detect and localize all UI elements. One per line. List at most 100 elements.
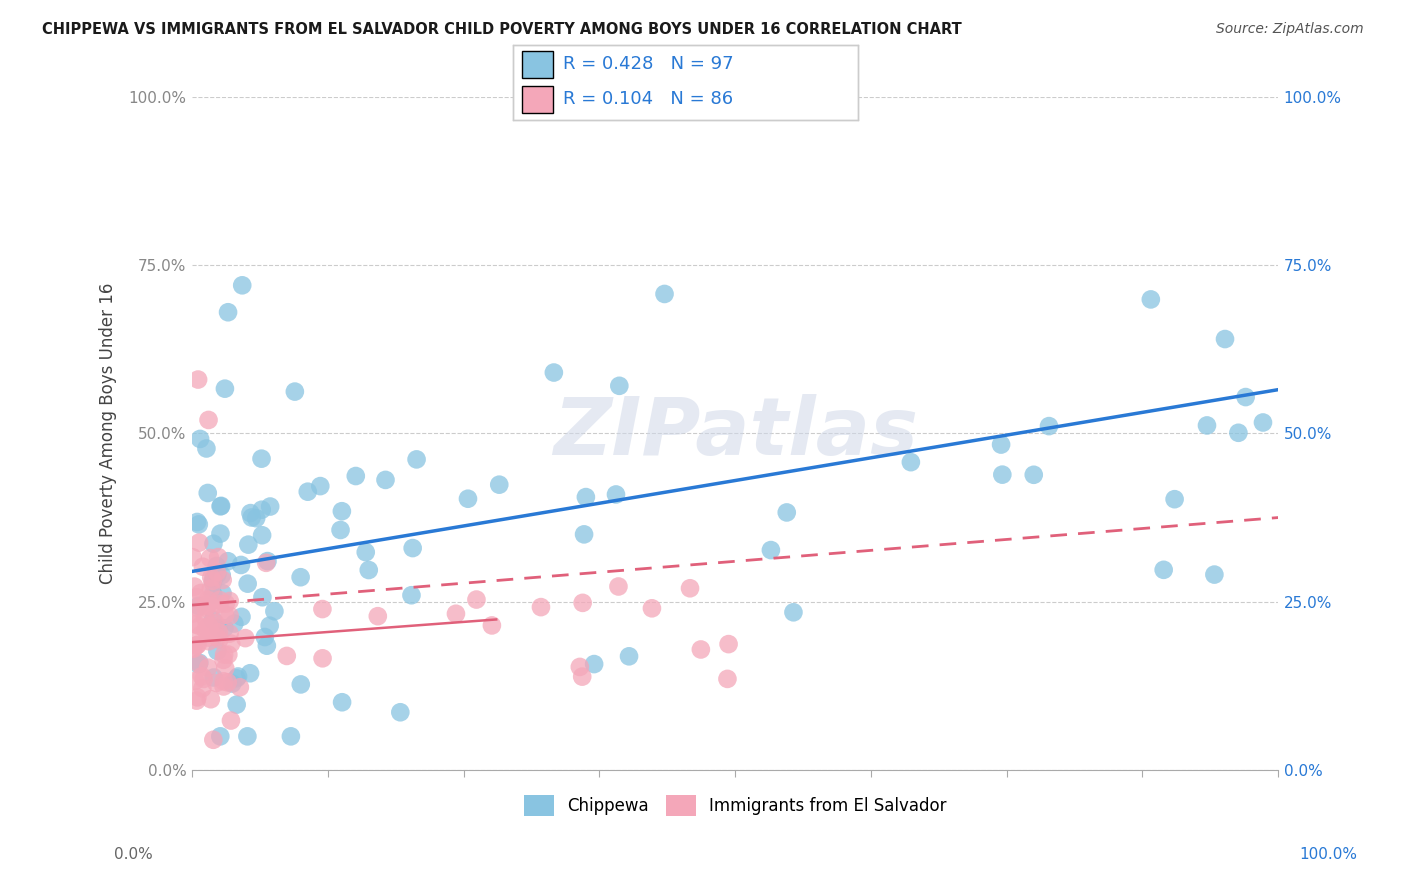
Point — [208, 632, 231, 647]
Point — [200, 617, 222, 632]
Point — [217, 554, 239, 568]
Point — [195, 442, 218, 456]
Point — [226, 669, 249, 683]
Point — [201, 600, 224, 615]
Point — [1163, 492, 1185, 507]
Point — [280, 729, 302, 743]
Point — [188, 628, 211, 642]
Point — [202, 537, 225, 551]
Point — [256, 639, 278, 653]
Point — [204, 616, 226, 631]
Point — [1227, 425, 1250, 440]
Point — [284, 384, 307, 399]
Point — [488, 477, 510, 491]
Point — [481, 618, 503, 632]
Point — [208, 625, 231, 640]
Point — [225, 671, 247, 685]
Point — [231, 610, 253, 624]
Point — [212, 674, 235, 689]
Point — [209, 526, 232, 541]
FancyBboxPatch shape — [522, 51, 553, 78]
Point — [187, 601, 209, 615]
Point — [184, 617, 207, 632]
Text: 0.0%: 0.0% — [114, 847, 153, 862]
Point — [218, 594, 240, 608]
Point — [217, 648, 239, 662]
Point — [194, 601, 217, 615]
Point — [229, 680, 252, 694]
Point — [236, 576, 259, 591]
Legend: Chippewa, Immigrants from El Salvador: Chippewa, Immigrants from El Salvador — [517, 789, 953, 822]
Point — [759, 543, 782, 558]
Point — [221, 676, 243, 690]
Point — [218, 626, 240, 640]
Point — [405, 452, 427, 467]
Point — [207, 567, 229, 582]
Point — [465, 592, 488, 607]
FancyBboxPatch shape — [522, 86, 553, 112]
Point — [605, 487, 627, 501]
Point — [214, 382, 236, 396]
Point — [197, 599, 219, 613]
Point — [641, 601, 664, 615]
Point — [259, 618, 281, 632]
Point — [229, 558, 252, 572]
Point — [198, 634, 221, 648]
Point — [183, 641, 205, 656]
Point — [311, 602, 333, 616]
Point — [209, 729, 232, 743]
Point — [208, 597, 231, 611]
Point — [583, 657, 606, 671]
Point — [197, 661, 219, 675]
Point — [212, 648, 235, 662]
Point — [212, 680, 235, 694]
Point — [250, 528, 273, 542]
Point — [214, 621, 236, 635]
Point — [252, 591, 274, 605]
Point — [357, 563, 380, 577]
Point — [568, 660, 591, 674]
Point — [191, 669, 214, 683]
Point — [197, 486, 219, 500]
Point — [211, 586, 233, 600]
Point — [190, 586, 212, 600]
Point — [181, 641, 204, 656]
Point — [543, 366, 565, 380]
Point — [187, 373, 209, 387]
Point — [239, 506, 262, 520]
Point — [188, 656, 211, 670]
Point — [200, 692, 222, 706]
Point — [1195, 418, 1218, 433]
Point — [402, 541, 425, 555]
Point — [184, 673, 207, 688]
Point — [1213, 332, 1236, 346]
Point — [344, 469, 367, 483]
Point — [1251, 416, 1274, 430]
Point — [209, 499, 232, 513]
Point — [211, 573, 233, 587]
Point — [233, 631, 256, 645]
Point — [186, 693, 208, 707]
Point — [191, 559, 214, 574]
Point — [202, 671, 225, 685]
Point — [389, 705, 412, 719]
Point — [200, 570, 222, 584]
Point — [186, 590, 208, 604]
Point — [205, 558, 228, 573]
Point — [1022, 467, 1045, 482]
Point — [197, 413, 219, 427]
Point — [183, 580, 205, 594]
Point — [689, 642, 711, 657]
Point — [607, 579, 630, 593]
Point — [571, 670, 593, 684]
Point — [571, 596, 593, 610]
Text: R = 0.428   N = 97: R = 0.428 N = 97 — [564, 55, 734, 73]
Point — [181, 607, 204, 621]
Point — [202, 587, 225, 601]
Point — [239, 666, 262, 681]
Point — [187, 657, 209, 672]
Point — [200, 582, 222, 596]
Point — [716, 672, 738, 686]
Point — [250, 451, 273, 466]
Y-axis label: Child Poverty Among Boys Under 16: Child Poverty Among Boys Under 16 — [100, 283, 117, 584]
